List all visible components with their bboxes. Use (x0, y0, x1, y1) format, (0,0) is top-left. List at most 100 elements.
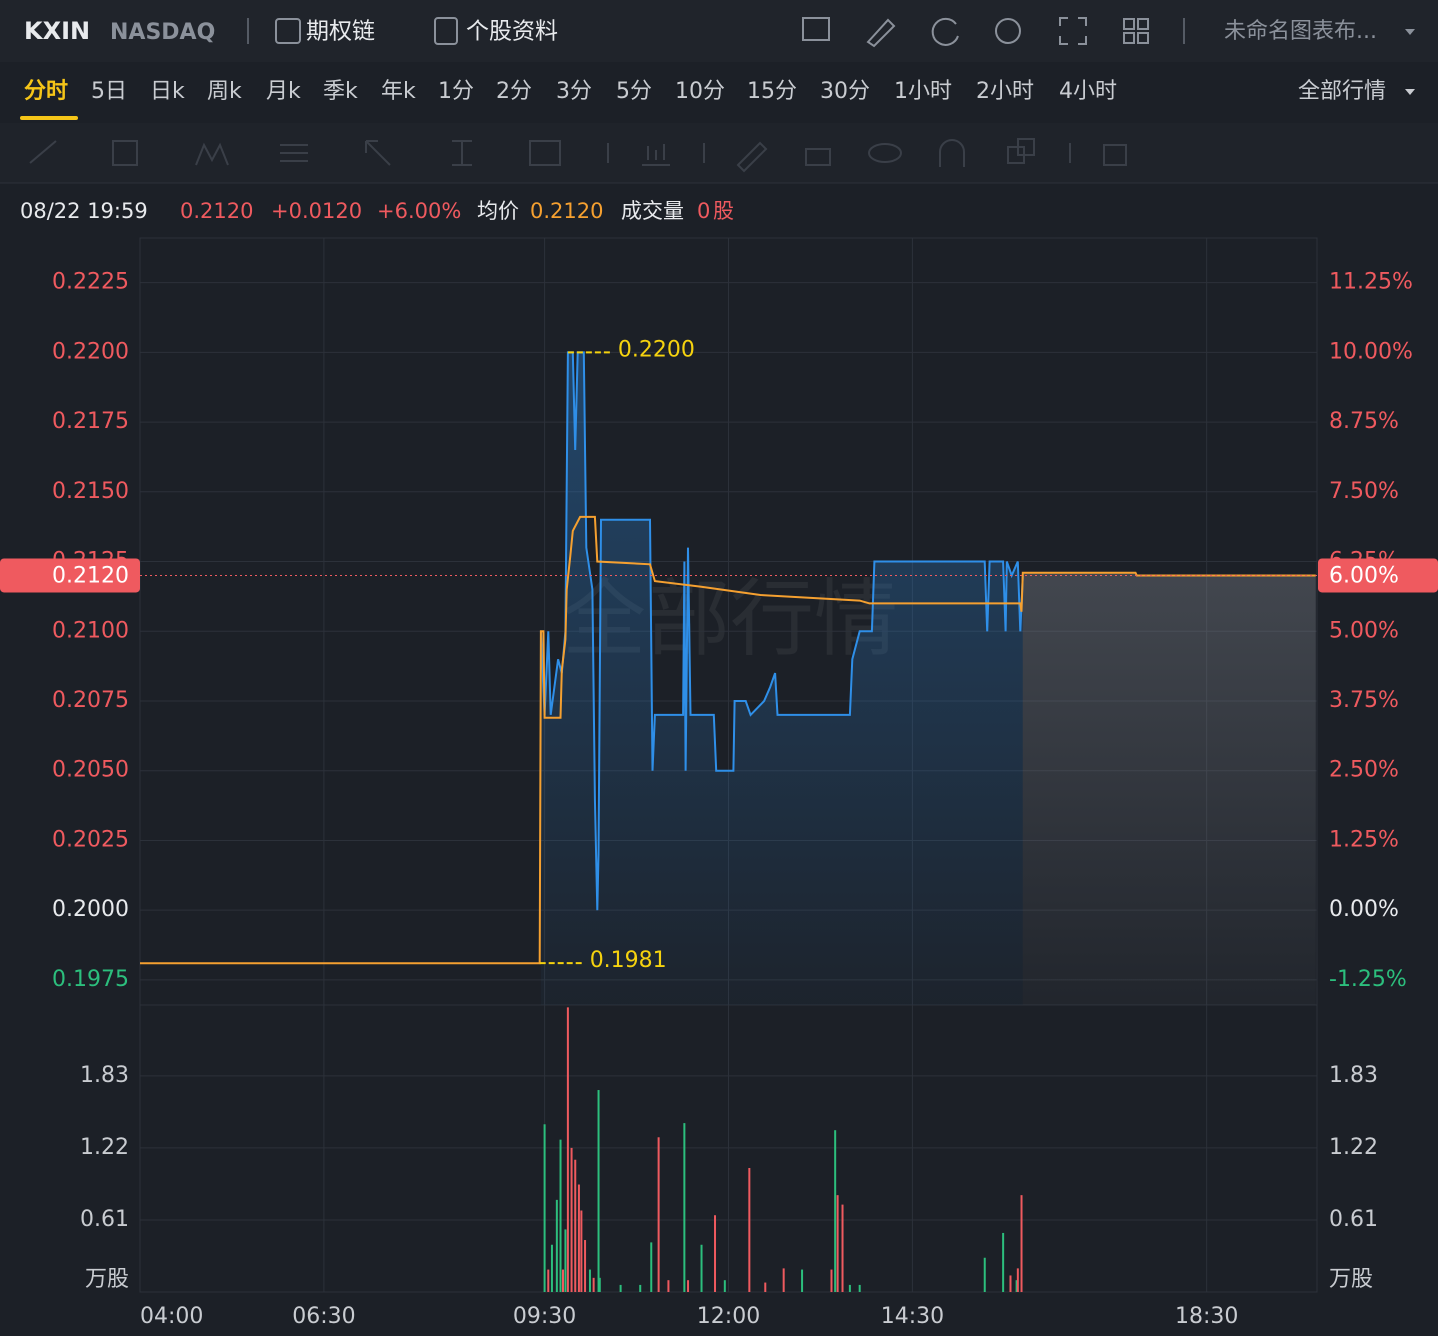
top-bar (0, 0, 1438, 62)
y2-tick-label: 1.25% (1329, 827, 1399, 852)
y-tick-label: 0.1975 (52, 967, 129, 992)
y2-tick-label: 3.75% (1329, 688, 1399, 713)
volume-bar (619, 1284, 622, 1292)
y2-tick-label: 7.50% (1329, 479, 1399, 504)
symbol[interactable]: KXIN (24, 17, 90, 45)
volume-tick-label: 0.61 (80, 1207, 129, 1232)
volume-bar (834, 1130, 837, 1292)
period-tab[interactable]: 5日 (91, 79, 127, 104)
y2-tick-label: 11.25% (1329, 270, 1413, 295)
y-tick-label: 0.2000 (52, 897, 129, 922)
exchange: NASDAQ (110, 20, 215, 45)
edit-icon[interactable] (866, 18, 896, 48)
indicator-icon[interactable] (802, 17, 830, 41)
last-price-label: 0.2120 (52, 563, 129, 588)
last-change-label: 6.00% (1329, 563, 1399, 588)
info-change-pct: +6.00% (377, 199, 461, 223)
volume-bar (1015, 1280, 1018, 1292)
y2-tick-label: -1.25% (1329, 967, 1407, 992)
period-tab[interactable]: 3分 (556, 79, 592, 104)
period-tab[interactable]: 2分 (496, 79, 532, 104)
volume-bar (836, 1195, 839, 1292)
volume-bar (566, 1007, 569, 1292)
y2-tick-label: 0.00% (1329, 897, 1399, 922)
volume-tick-label: 1.83 (80, 1063, 129, 1088)
layout-name[interactable]: 未命名图表布... (1224, 19, 1377, 44)
annotation-label: 0.1981 (590, 948, 667, 973)
options-icon[interactable] (275, 18, 301, 44)
period-tab[interactable]: 分时 (24, 79, 68, 104)
volume-tick-label: 1.22 (1329, 1135, 1378, 1160)
x-tick-label: 09:30 (513, 1304, 576, 1329)
y-tick-label: 0.2050 (52, 758, 129, 783)
period-tab[interactable]: 日k (150, 79, 185, 104)
volume-bar (577, 1184, 580, 1292)
profile-icon[interactable] (434, 17, 458, 45)
info-bar: 08/22 19:59 0.2120 +0.0120 +6.00% 均价 0.2120 成交… (20, 199, 734, 223)
volume-bar (639, 1284, 642, 1292)
drawing-toolbar (0, 123, 1438, 183)
volume-bar (683, 1123, 686, 1292)
info-change: +0.0120 (271, 199, 362, 223)
x-tick-label: 18:30 (1175, 1304, 1238, 1329)
period-tab[interactable]: 15分 (747, 79, 797, 104)
x-tick-label: 12:00 (697, 1304, 760, 1329)
volume-bar (564, 1229, 567, 1292)
volume-bar (858, 1284, 861, 1292)
info-avg-price: 0.2120 (530, 199, 603, 223)
period-tab[interactable]: 年k (381, 79, 416, 104)
y-tick-label: 0.2075 (52, 688, 129, 713)
period-tab[interactable]: 周k (207, 79, 242, 104)
y2-tick-label: 2.50% (1329, 758, 1399, 783)
volume-bar (657, 1137, 660, 1292)
drawing-tools (29, 138, 1127, 173)
period-tab[interactable]: 30分 (820, 79, 870, 104)
period-tab[interactable]: 1小时 (894, 79, 952, 104)
info-avg-label: 均价 (477, 199, 519, 223)
options-chain-button[interactable]: 期权链 (306, 19, 375, 45)
period-tab[interactable]: 月k (266, 79, 301, 104)
last-price-tag (0, 558, 140, 593)
layout-icon[interactable] (1123, 18, 1149, 44)
volume-bar (1020, 1195, 1023, 1292)
volume-tick-label: 0.61 (1329, 1207, 1378, 1232)
annotation-label: 0.2200 (618, 337, 695, 362)
last-change-tag (1318, 558, 1438, 593)
y-tick-label: 0.2025 (52, 827, 129, 852)
info-price: 0.2120 (180, 199, 253, 223)
refresh-icon[interactable] (931, 17, 959, 46)
fullscreen-icon[interactable] (1059, 17, 1087, 45)
y-tick-label: 0.2200 (52, 339, 129, 364)
volume-bar (848, 1284, 851, 1292)
period-tab[interactable]: 5分 (616, 79, 652, 104)
market-filter[interactable]: 全部行情 (1298, 79, 1386, 104)
volume-bar (574, 1159, 577, 1292)
dropdown-arrow (1405, 29, 1415, 35)
volume-bar (561, 1269, 564, 1292)
info-volume-unit: 股 (713, 199, 734, 223)
average-line (140, 515, 1316, 965)
volume-bar (983, 1257, 986, 1292)
price-line (539, 351, 1024, 911)
period-tabs: 分时 5日 日k 周k 月k 季k 年k 1分 2分 3分 5分 10分 15分 30分 1小时 2小时 4小时 (20, 79, 1117, 120)
period-tab[interactable]: 季k (323, 79, 358, 104)
period-tab[interactable]: 10分 (675, 79, 725, 104)
y2-tick-label: 8.75% (1329, 409, 1399, 434)
info-time: 08/22 19:59 (20, 199, 148, 223)
period-tab[interactable]: 2小时 (976, 79, 1034, 104)
y-tick-label: 0.2225 (52, 270, 129, 295)
volume-bar (570, 1147, 573, 1292)
profile-button[interactable]: 个股资料 (466, 19, 558, 45)
settings-icon[interactable] (995, 18, 1021, 44)
x-tick-label: 14:30 (881, 1304, 944, 1329)
x-tick-label: 06:30 (292, 1304, 355, 1329)
dropdown-arrow (1405, 89, 1415, 95)
y-tick-label: 0.2100 (52, 618, 129, 643)
period-tab[interactable]: 4小时 (1059, 79, 1117, 104)
volume-bar (687, 1280, 690, 1292)
volume-bar (1009, 1275, 1012, 1292)
volume-bar (550, 1244, 553, 1292)
period-tab[interactable]: 1分 (438, 79, 474, 104)
info-volume: 0 (697, 199, 710, 223)
after-hours-area (1022, 572, 1316, 1005)
